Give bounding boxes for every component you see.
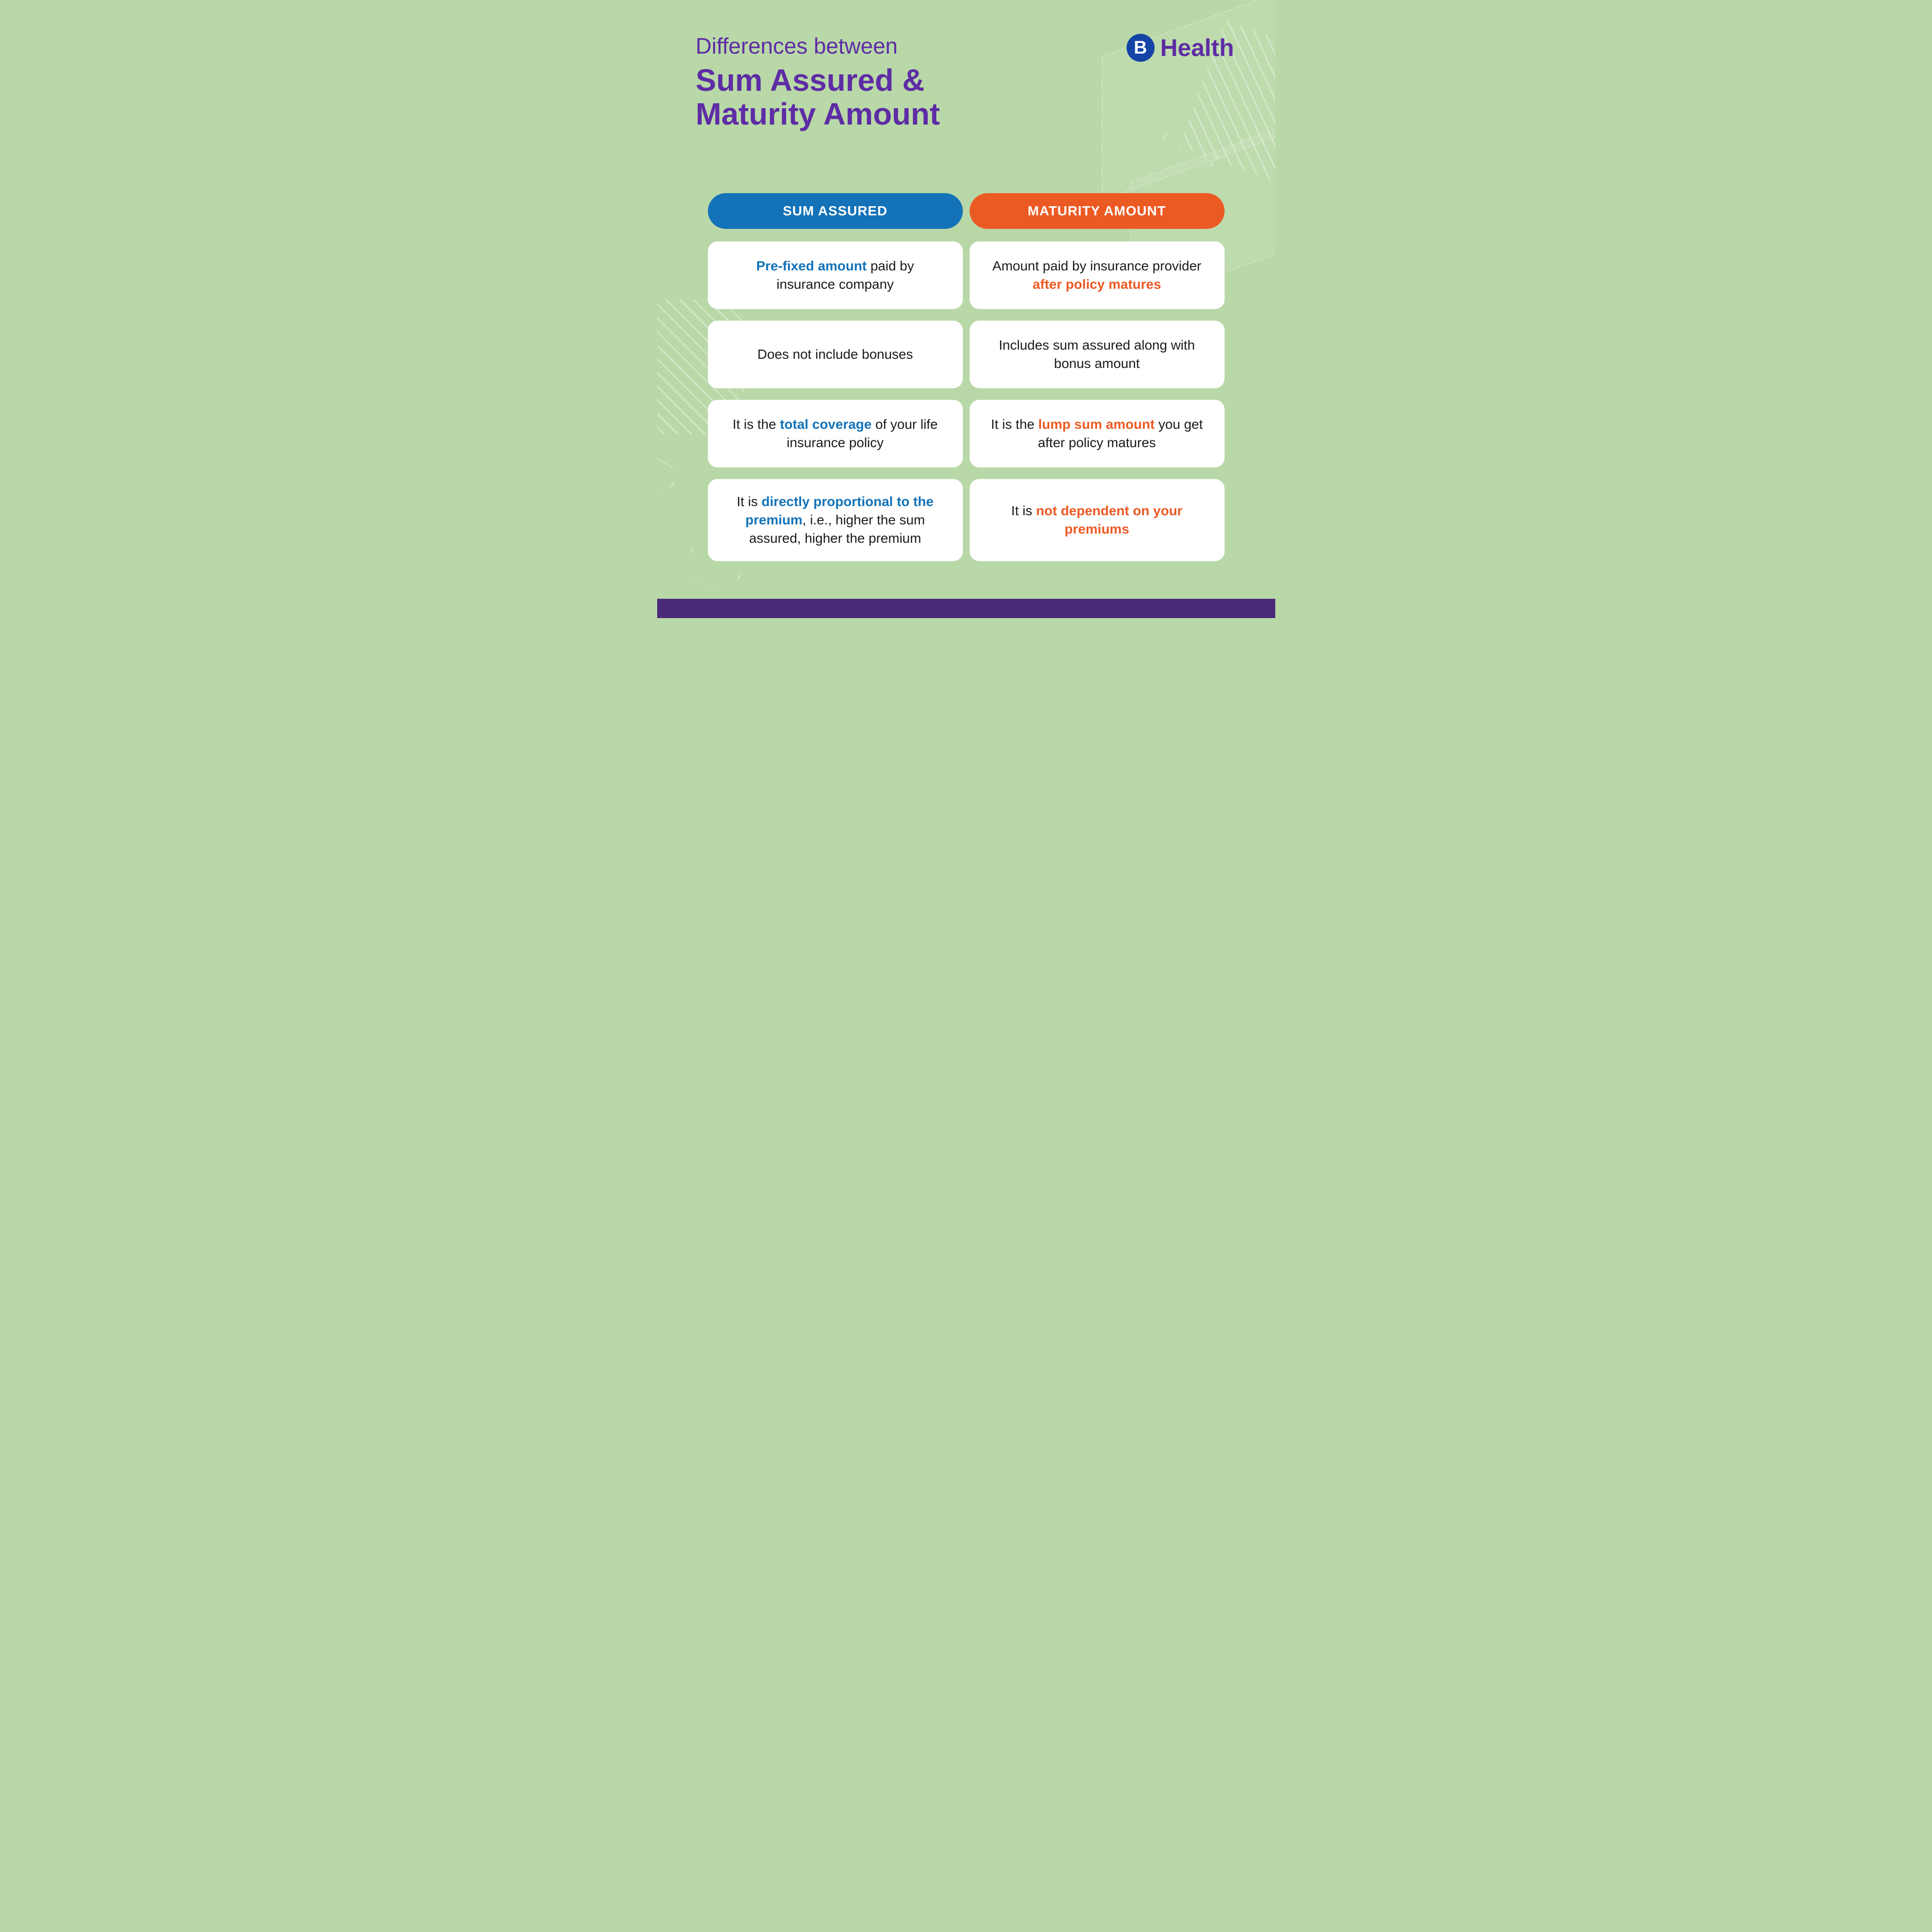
title-main-line-1: Sum Assured & — [696, 63, 1237, 97]
highlight-text: not dependent on your premiums — [1036, 503, 1183, 536]
cell-maturity-amount: It is the lump sum amount you get after … — [970, 400, 1225, 467]
column-header-maturity-amount: MATURITY AMOUNT — [970, 193, 1225, 229]
comparison-table: SUM ASSURED MATURITY AMOUNT Pre-fixed am… — [708, 193, 1225, 561]
highlight-text: after policy matures — [1032, 277, 1161, 292]
cell-maturity-amount: It is not dependent on your premiums — [970, 479, 1225, 561]
title-main-line-2: Maturity Amount — [696, 97, 1237, 131]
cell-maturity-amount: Includes sum assured along with bonus am… — [970, 321, 1225, 388]
table-column-headers: SUM ASSURED MATURITY AMOUNT — [708, 193, 1225, 229]
cell-sum-assured: It is the total coverage of your life in… — [708, 400, 963, 467]
footer-accent-bar — [657, 599, 1275, 618]
bg-deco-hexagon — [657, 451, 682, 500]
column-header-sum-assured: SUM ASSURED — [708, 193, 963, 229]
table-row: Pre-fixed amount paid by insurance compa… — [708, 241, 1225, 309]
highlight-text: total coverage — [780, 417, 872, 432]
table-row: It is the total coverage of your life in… — [708, 400, 1225, 467]
brand-name: Health — [1160, 34, 1234, 62]
cell-sum-assured: Does not include bonuses — [708, 321, 963, 388]
table-rows: Pre-fixed amount paid by insurance compa… — [708, 241, 1225, 561]
table-row: Does not include bonusesIncludes sum ass… — [708, 321, 1225, 388]
cell-sum-assured: It is directly proportional to the premi… — [708, 479, 963, 561]
brand-badge-icon: B — [1127, 34, 1155, 62]
highlight-text: Pre-fixed amount — [756, 258, 867, 273]
brand-logo: B Health — [1127, 34, 1234, 62]
cell-sum-assured: Pre-fixed amount paid by insurance compa… — [708, 241, 963, 309]
infographic-canvas: Differences between Sum Assured & Maturi… — [657, 0, 1275, 618]
table-row: It is directly proportional to the premi… — [708, 479, 1225, 561]
cell-maturity-amount: Amount paid by insurance provider after … — [970, 241, 1225, 309]
highlight-text: directly proportional to the premium — [746, 494, 934, 527]
highlight-text: lump sum amount — [1038, 417, 1155, 432]
brand-badge-letter: B — [1134, 38, 1147, 58]
